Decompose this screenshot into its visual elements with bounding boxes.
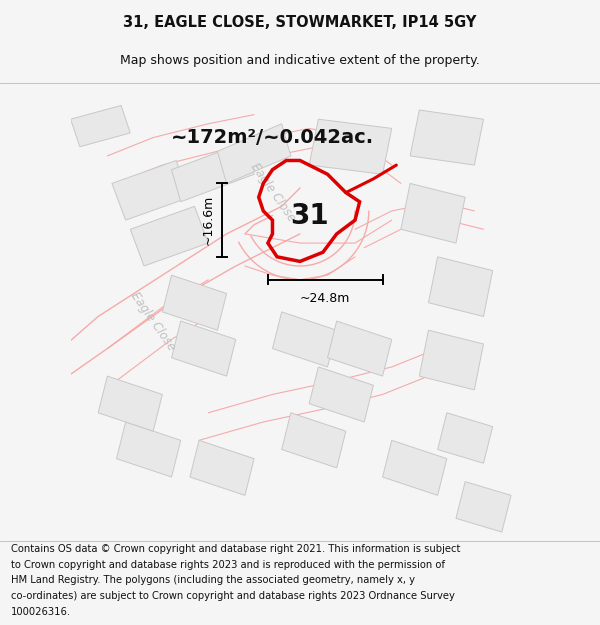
Polygon shape [217, 124, 291, 183]
Text: Eagle Close: Eagle Close [128, 289, 178, 353]
Polygon shape [98, 376, 163, 431]
Text: ~172m²/~0.042ac.: ~172m²/~0.042ac. [171, 128, 374, 147]
Polygon shape [130, 206, 208, 266]
Polygon shape [116, 422, 181, 477]
Polygon shape [401, 183, 465, 243]
Text: co-ordinates) are subject to Crown copyright and database rights 2023 Ordnance S: co-ordinates) are subject to Crown copyr… [11, 591, 455, 601]
Text: ~24.8m: ~24.8m [300, 292, 350, 304]
Polygon shape [428, 257, 493, 316]
Polygon shape [172, 321, 236, 376]
Text: to Crown copyright and database rights 2023 and is reproduced with the permissio: to Crown copyright and database rights 2… [11, 559, 445, 569]
Polygon shape [163, 275, 227, 330]
Text: ~16.6m: ~16.6m [202, 195, 215, 245]
Polygon shape [112, 161, 190, 220]
Polygon shape [71, 106, 130, 147]
Polygon shape [419, 330, 484, 390]
Polygon shape [309, 367, 373, 422]
Polygon shape [328, 321, 392, 376]
Text: 31: 31 [290, 201, 328, 229]
Polygon shape [437, 412, 493, 463]
Polygon shape [456, 482, 511, 532]
Text: Eagle Close: Eagle Close [248, 161, 298, 224]
Text: 100026316.: 100026316. [11, 607, 71, 617]
Text: HM Land Registry. The polygons (including the associated geometry, namely x, y: HM Land Registry. The polygons (includin… [11, 576, 415, 586]
Polygon shape [190, 441, 254, 496]
Polygon shape [410, 110, 484, 165]
Text: 31, EAGLE CLOSE, STOWMARKET, IP14 5GY: 31, EAGLE CLOSE, STOWMARKET, IP14 5GY [124, 15, 476, 30]
Text: Contains OS data © Crown copyright and database right 2021. This information is : Contains OS data © Crown copyright and d… [11, 544, 460, 554]
Polygon shape [383, 441, 447, 496]
Polygon shape [172, 142, 254, 202]
Polygon shape [309, 119, 392, 174]
Polygon shape [281, 412, 346, 468]
Text: Map shows position and indicative extent of the property.: Map shows position and indicative extent… [120, 54, 480, 67]
Polygon shape [272, 312, 337, 367]
